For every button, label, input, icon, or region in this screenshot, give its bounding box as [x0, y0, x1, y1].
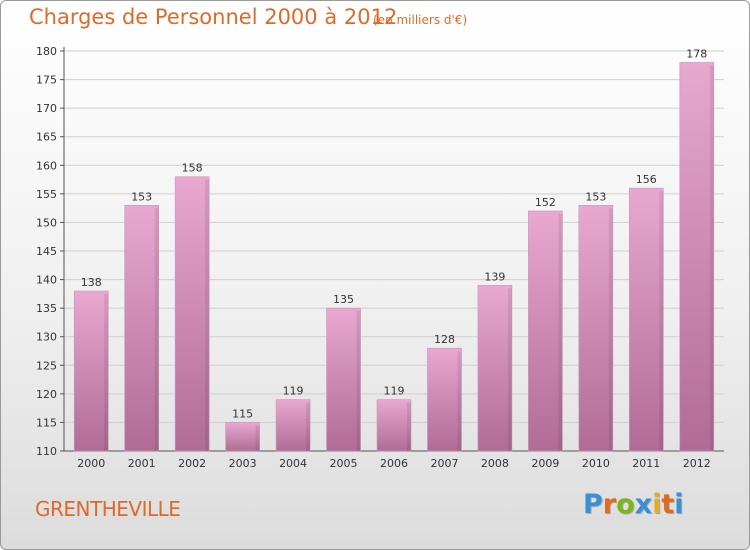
y-tick-label: 115: [36, 416, 57, 429]
bar-shade: [306, 402, 311, 451]
y-tick-label: 155: [36, 188, 57, 201]
bar-shade: [104, 294, 109, 451]
bar: [124, 204, 159, 452]
bar-shade: [507, 288, 512, 451]
x-tick-label: 2012: [683, 457, 711, 470]
y-tick-label: 180: [36, 45, 57, 58]
y-tick-label: 165: [36, 131, 57, 144]
bar-value-label: 139: [484, 270, 505, 283]
bar-shade: [205, 179, 210, 451]
bar-value-label: 153: [131, 190, 152, 203]
x-tick-label: 2000: [77, 457, 105, 470]
brand-letter: P: [583, 489, 603, 520]
x-tick-label: 2008: [481, 457, 509, 470]
y-tick-label: 140: [36, 274, 57, 287]
y-tick-label: 175: [36, 74, 57, 87]
bars: [73, 62, 715, 452]
bar-value-label: 119: [283, 385, 304, 398]
brand-logo: Proxiti: [583, 489, 684, 520]
bar-shade: [659, 191, 664, 451]
y-tick-label: 135: [36, 302, 57, 315]
y-tick-label: 170: [36, 102, 57, 115]
y-tick-label: 130: [36, 331, 57, 344]
x-tick-label: 2004: [279, 457, 307, 470]
x-tick-label: 2007: [430, 457, 458, 470]
x-tick-label: 2011: [632, 457, 660, 470]
bar: [427, 347, 462, 452]
bar-value-label: 138: [81, 276, 102, 289]
bar-shade: [154, 208, 159, 451]
x-tick-label: 2003: [229, 457, 257, 470]
bar: [477, 284, 513, 452]
bar-value-label: 178: [686, 47, 707, 60]
y-tick-label: 125: [36, 359, 57, 372]
bar-shade: [457, 351, 462, 451]
x-tick-label: 2009: [531, 457, 559, 470]
brand-letter: o: [616, 489, 635, 520]
bar: [174, 176, 210, 452]
bar-value-label: 158: [182, 162, 203, 175]
brand-letter: i: [652, 489, 662, 520]
bar-shade: [558, 214, 563, 451]
y-tick-labels: 110 115 120 125 130 135 140 145 150 155 160 165 170 1…: [36, 45, 57, 458]
brand-letter: i: [674, 489, 684, 520]
y-tick-label: 150: [36, 216, 57, 229]
bar-shade: [608, 208, 613, 451]
x-tick-label: 2010: [582, 457, 610, 470]
bar-shade: [709, 65, 714, 451]
x-tick-label: 2001: [128, 457, 156, 470]
bar-chart: 110 115 120 125 130 135 140 145 150 155 160 165 170 1…: [36, 45, 724, 470]
bar-shade: [407, 402, 411, 451]
y-tick-label: 160: [36, 159, 57, 172]
brand-letter: x: [634, 489, 653, 520]
x-tick-labels: 2000 2001 2002 2003 2004 2005 2006 2007 2008 2009…: [77, 457, 711, 470]
value-labels: 138 153 158 115 119 135 119 128 139 152 153 156 178: [81, 47, 708, 420]
bar-value-label: 153: [585, 190, 606, 203]
brand-letter: t: [661, 489, 675, 520]
bar-shade: [356, 311, 361, 451]
bar: [326, 307, 361, 452]
bar: [275, 399, 311, 452]
chart-subtitle: (en milliers d'€): [373, 13, 468, 27]
bar: [629, 187, 664, 452]
bar-value-label: 135: [333, 293, 354, 306]
bar-shade: [255, 425, 260, 451]
x-tick-label: 2005: [330, 457, 358, 470]
commune-name: GRENTHEVILLE: [35, 497, 181, 521]
y-tick-label: 110: [36, 445, 57, 458]
bar-value-label: 156: [636, 173, 657, 186]
bar-value-label: 128: [434, 333, 455, 346]
x-tick-label: 2006: [380, 457, 408, 470]
bar-value-label: 119: [384, 385, 405, 398]
x-tick-label: 2002: [178, 457, 206, 470]
y-tick-label: 145: [36, 245, 57, 258]
bar: [376, 399, 412, 452]
y-tick-label: 120: [36, 388, 57, 401]
bar: [528, 210, 563, 452]
brand-letter: r: [602, 489, 617, 520]
chart-title: Charges de Personnel 2000 à 2012: [29, 5, 398, 29]
bar-value-label: 152: [535, 196, 556, 209]
bar-value-label: 115: [232, 407, 253, 420]
bar: [679, 62, 715, 452]
bar: [578, 204, 614, 452]
bar: [73, 290, 109, 452]
bar: [225, 422, 260, 452]
